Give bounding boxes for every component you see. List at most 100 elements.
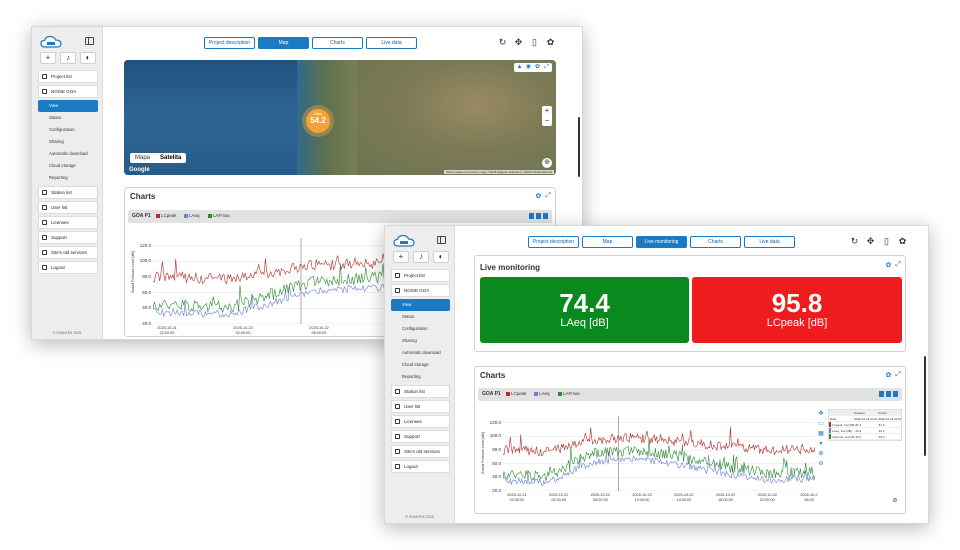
sidebar-item-user-list[interactable]: User list <box>38 201 98 214</box>
noise-chart[interactable] <box>503 416 815 491</box>
expand-icon[interactable]: ⤢ <box>895 371 901 378</box>
contrast-icon[interactable]: ◐ <box>433 251 449 263</box>
reset-zoom-icon[interactable]: ⊘ <box>892 498 898 504</box>
sidebar-sub-reporting[interactable]: Reporting <box>402 374 421 379</box>
sidebar-sub-configuration[interactable]: Configuration <box>402 326 428 331</box>
user-add-icon[interactable]: + <box>40 52 56 64</box>
sidebar-sub-sharing[interactable]: Sharing <box>49 139 64 144</box>
expand-icon[interactable]: ⤢ <box>544 64 549 70</box>
gear-icon[interactable]: ✿ <box>885 262 892 269</box>
document-icon[interactable]: ▯ <box>884 236 889 246</box>
legend-laeq[interactable]: LAeq <box>534 391 550 396</box>
export-icon[interactable] <box>529 213 534 219</box>
marker-icon[interactable]: ▾ <box>819 441 823 447</box>
layers-icon[interactable]: ▲ <box>516 64 523 70</box>
sidebar-item-station-list[interactable]: Station list <box>391 385 450 398</box>
sidebar-sub-status[interactable]: Status <box>49 115 62 120</box>
tab-live-monitoring[interactable]: Live monitoring <box>636 236 687 248</box>
legend-lafmax[interactable]: LAFmax <box>208 213 230 218</box>
laeq-value: 74.4 <box>559 288 610 318</box>
map-type-map[interactable]: Mapa <box>135 155 151 161</box>
tab-charts[interactable]: Charts <box>312 37 363 49</box>
export-icon[interactable] <box>879 391 884 397</box>
sidebar-sub-cloud-storage[interactable]: Cloud storage <box>402 362 429 367</box>
gear-icon[interactable]: ✿ <box>885 372 892 379</box>
sidebar-item-noise-goa[interactable]: NOISE GOA <box>391 284 450 297</box>
expand-icon[interactable]: ⤢ <box>545 192 551 199</box>
zoom-out-icon[interactable]: ⊖ <box>818 461 824 467</box>
live-monitoring-window: + ♪ ◐ Project list NOISE GOA View Status… <box>384 225 929 524</box>
chart-header: GOA P1 LCpeak LAeq LAFmax <box>478 388 902 401</box>
tab-map[interactable]: Map <box>258 37 309 49</box>
sidebar-sub-sharing[interactable]: Sharing <box>402 338 417 343</box>
tab-charts[interactable]: Charts <box>690 236 741 248</box>
contrast-icon[interactable]: ◐ <box>80 52 96 64</box>
sidebar-item-logout[interactable]: Logout <box>38 261 98 274</box>
locate-icon[interactable]: ⊕ <box>542 158 552 168</box>
bell-icon[interactable]: ♪ <box>60 52 76 64</box>
tab-project-description[interactable]: Project description <box>204 37 255 49</box>
sidebar-item-licenses[interactable]: Licenses <box>391 415 450 428</box>
settings-icon[interactable]: ✿ <box>546 37 555 47</box>
zoom-in-button[interactable]: + <box>544 106 550 115</box>
tab-map[interactable]: Map <box>582 236 633 248</box>
sidebar-item-old-services[interactable]: Site's old services <box>391 445 450 458</box>
sidebar-item-support[interactable]: Support <box>391 430 450 443</box>
pan-icon[interactable]: ✥ <box>818 411 824 417</box>
user-add-icon[interactable]: + <box>393 251 409 263</box>
legend-laeq[interactable]: LAeq <box>184 213 200 218</box>
sidebar-item-licenses[interactable]: Licenses <box>38 216 98 229</box>
legend-lcpeak[interactable]: LCpeak <box>156 213 177 218</box>
station-map[interactable]: ▲ ◉ ✿ ⤢ LAeq 54.2 + − ⊕ Mapa Satelita Go… <box>124 60 556 175</box>
sidebar-sub-status[interactable]: Status <box>402 314 415 319</box>
sidebar-item-noise-goa[interactable]: NOISE GOA <box>38 85 98 98</box>
document-icon[interactable] <box>536 213 541 219</box>
scrollbar[interactable] <box>924 356 926 456</box>
tab-live-data[interactable]: Live data <box>366 37 417 49</box>
fullscreen-icon[interactable]: ✥ <box>866 236 875 246</box>
sidebar-item-support[interactable]: Support <box>38 231 98 244</box>
map-type-satellite[interactable]: Satelita <box>160 155 182 161</box>
legend-lafmax[interactable]: LAFmax <box>558 391 580 396</box>
sidebar-item-old-services[interactable]: Site's old services <box>38 246 98 259</box>
gear-icon[interactable]: ✿ <box>534 64 541 70</box>
document-icon[interactable] <box>886 391 891 397</box>
target-icon[interactable]: ◉ <box>525 64 532 70</box>
settings-icon[interactable]: ✿ <box>898 236 907 246</box>
sidebar-item-user-list[interactable]: User list <box>391 400 450 413</box>
fullscreen-icon[interactable]: ✥ <box>514 37 523 47</box>
tab-project-description[interactable]: Project description <box>528 236 579 248</box>
document-icon[interactable]: ▯ <box>532 37 537 47</box>
refresh-icon[interactable]: ↻ <box>498 37 507 47</box>
sidebar-sub-view[interactable]: View <box>391 299 450 311</box>
bell-icon[interactable]: ♪ <box>413 251 429 263</box>
scrollbar[interactable] <box>578 117 580 177</box>
select-icon[interactable]: ▭ <box>818 421 824 427</box>
x-tick-label: 2025-10-21 22:00:00 <box>507 493 527 502</box>
table-icon[interactable] <box>543 213 548 219</box>
sidebar-sub-view[interactable]: View <box>38 100 98 112</box>
sidebar-toggle-icon[interactable] <box>437 236 446 244</box>
legend-lcpeak[interactable]: LCpeak <box>506 391 527 396</box>
users-icon <box>395 404 400 409</box>
zoom-out-button[interactable]: − <box>544 116 550 125</box>
zoom-in-icon[interactable]: ⊕ <box>818 451 824 457</box>
expand-icon[interactable]: ⤢ <box>895 261 901 268</box>
sidebar-sub-cloud-storage[interactable]: Cloud storage <box>49 163 76 168</box>
sidebar-item-logout[interactable]: Logout <box>391 460 450 473</box>
station-marker[interactable]: LAeq 54.2 <box>306 109 330 133</box>
sidebar-sub-automatic-download[interactable]: Automatic download <box>49 151 88 156</box>
calendar-icon[interactable]: ▦ <box>818 431 824 437</box>
gear-icon[interactable]: ✿ <box>535 193 542 200</box>
sidebar-item-station-list[interactable]: Station list <box>38 186 98 199</box>
sidebar-toggle-icon[interactable] <box>85 37 94 45</box>
live-monitoring-panel: Live monitoring ✿ ⤢ 74.4 LAeq [dB] 95.8 L… <box>474 255 906 352</box>
sidebar-item-project-list[interactable]: Project list <box>391 269 450 282</box>
sidebar-sub-automatic-download[interactable]: Automatic download <box>402 350 441 355</box>
sidebar-sub-configuration[interactable]: Configuration <box>49 127 75 132</box>
refresh-icon[interactable]: ↻ <box>850 236 859 246</box>
tab-live-data[interactable]: Live data <box>744 236 795 248</box>
sidebar-sub-reporting[interactable]: Reporting <box>49 175 68 180</box>
sidebar-item-project-list[interactable]: Project list <box>38 70 98 83</box>
table-icon[interactable] <box>893 391 898 397</box>
